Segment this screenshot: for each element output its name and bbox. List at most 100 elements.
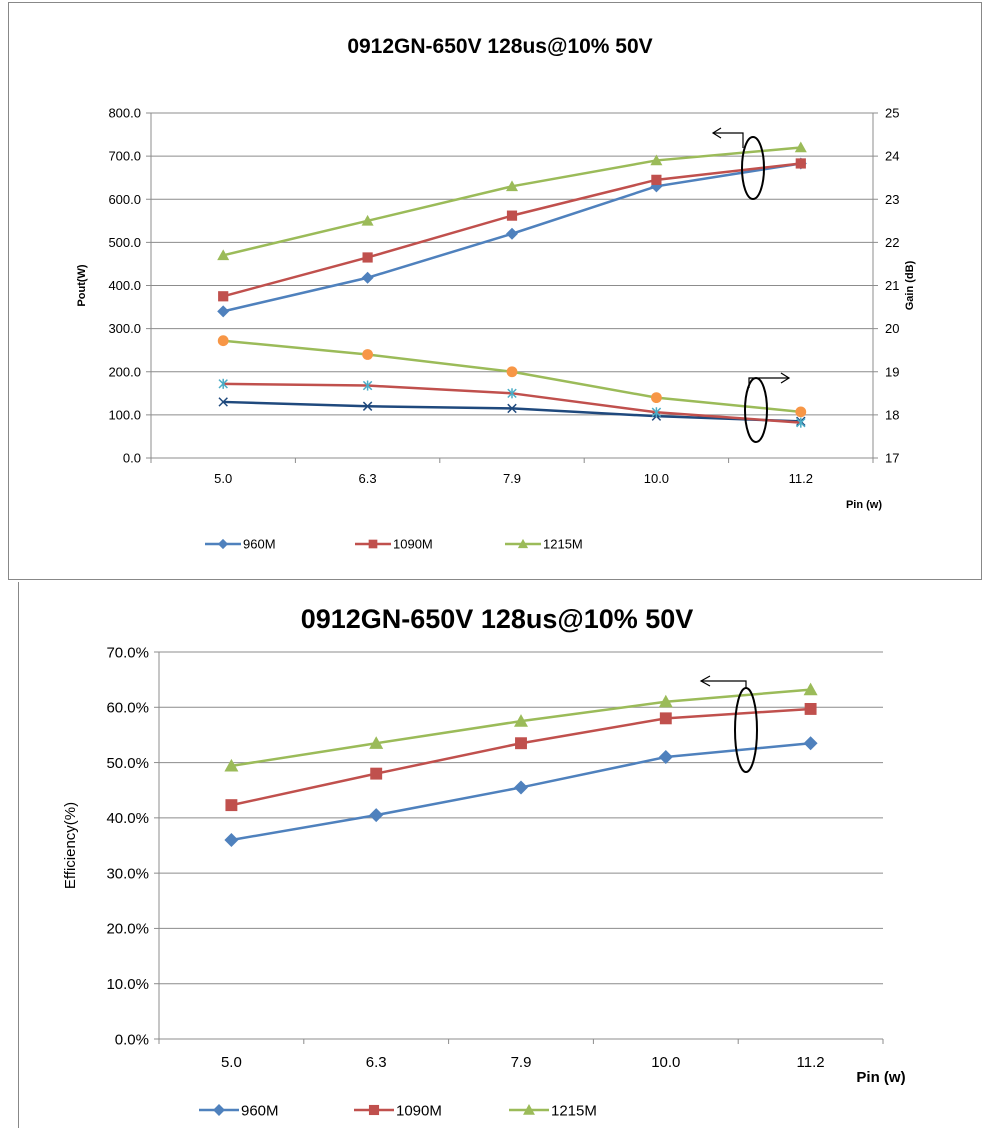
y-tick-label: 400.0 [108, 278, 141, 293]
data-point-1090M [506, 210, 518, 221]
data-point-1215M [658, 694, 673, 708]
y2-tick-label: 17 [885, 451, 899, 466]
y2-tick-label: 18 [885, 407, 899, 422]
legend-marker [213, 1104, 225, 1116]
y2-tick-label: 24 [885, 149, 899, 164]
data-point-gain-5 [362, 349, 373, 360]
x-tick-label: 5.0 [214, 471, 232, 486]
annotation-arrow [701, 680, 747, 689]
data-point-1215M [803, 682, 818, 696]
data-point-gain-5 [651, 392, 662, 404]
legend-marker [517, 538, 529, 549]
data-point-gain-4 [362, 380, 373, 391]
x-tick-label: 6.3 [359, 471, 377, 486]
y2-axis-title: Gain (dB) [904, 260, 916, 310]
annotation-ellipse [741, 136, 765, 200]
data-point-gain-3 [362, 401, 373, 411]
data-point-960M [506, 227, 518, 240]
y-tick-label: 70.0% [106, 644, 149, 661]
y-tick-label: 40.0% [106, 810, 149, 827]
data-point-gain-4 [218, 378, 228, 389]
y-tick-label: 800.0 [108, 106, 141, 121]
legend-label: 1090M [393, 537, 433, 552]
data-point-1090M [225, 799, 238, 812]
y-tick-label: 0.0% [115, 1031, 149, 1048]
y-tick-label: 500.0 [108, 235, 141, 250]
data-point-1215M [650, 154, 663, 166]
x-axis-title: Pin (w) [856, 1069, 905, 1086]
y2-tick-label: 23 [885, 192, 899, 207]
data-point-960M [803, 736, 818, 751]
x-tick-label: 10.0 [644, 471, 669, 486]
data-point-gain-5 [795, 406, 807, 418]
pout-gain-chart-panel: 0912GN-650V 128us@10% 50V 0.0 100.0 200.0 30… [8, 2, 982, 580]
x-tick-label: 11.2 [797, 1054, 825, 1071]
annotation-arrowhead [711, 127, 722, 139]
annotation-arrow [713, 132, 744, 148]
series-line-gain-3 [223, 400, 801, 423]
data-point-1215M [217, 249, 230, 261]
y-tick-label: 700.0 [108, 149, 141, 164]
efficiency-chart: 0912GN-650V 128us@10% 50V 0.0% 10.0% 20.0% 3… [62, 604, 906, 1119]
data-point-1090M [370, 767, 383, 780]
chart-title: 0912GN-650V 128us@10% 50V [347, 35, 652, 58]
data-point-gain-3 [218, 397, 228, 407]
data-point-gain-5 [506, 366, 518, 378]
legend-label: 1215M [543, 537, 583, 552]
data-point-1215M [794, 141, 807, 153]
series-line-1215M [231, 688, 811, 768]
x-axis-title: Pin (w) [846, 499, 882, 511]
data-point-1090M [218, 291, 229, 302]
y-tick-label: 60.0% [106, 700, 149, 717]
legend-label: 1215M [551, 1102, 597, 1119]
data-point-960M [224, 832, 239, 847]
y-tick-label: 100.0 [108, 407, 141, 422]
data-point-960M [514, 780, 528, 795]
annotation-arrowhead [699, 675, 711, 687]
data-point-1090M [651, 174, 662, 185]
data-point-gain-3 [507, 403, 517, 414]
data-point-1090M [659, 712, 672, 725]
y2-tick-label: 21 [885, 278, 899, 293]
annotation-arrowhead [780, 372, 791, 384]
y2-tick-label: 19 [885, 364, 899, 379]
legend-label: 960M [243, 537, 276, 552]
y-tick-label: 600.0 [108, 192, 141, 207]
y-tick-label: 10.0% [106, 976, 149, 993]
data-point-960M [369, 808, 384, 823]
efficiency-chart-panel: 0912GN-650V 128us@10% 50V 0.0% 10.0% 20.0% 3… [18, 582, 982, 1128]
y-axis-title: Pout(W) [76, 264, 88, 306]
x-tick-label: 11.2 [789, 471, 813, 486]
y2-tick-label: 25 [885, 106, 899, 121]
data-point-1215M [369, 736, 384, 749]
y-tick-label: 200.0 [108, 364, 141, 379]
pout-gain-chart: 0912GN-650V 128us@10% 50V 0.0 100.0 200.0 30… [76, 35, 916, 552]
data-point-1090M [515, 737, 527, 750]
data-point-gain-4 [507, 388, 517, 399]
data-point-960M [658, 750, 673, 765]
data-point-1215M [224, 758, 239, 772]
y-tick-label: 0.0 [123, 451, 141, 466]
y2-tick-label: 20 [885, 321, 899, 336]
x-tick-label: 7.9 [511, 1054, 532, 1071]
data-point-960M [217, 305, 230, 318]
legend-marker [217, 538, 229, 550]
annotation-ellipse [744, 377, 768, 443]
annotation-arrow [748, 377, 789, 388]
legend-marker [368, 1104, 380, 1116]
data-point-gain-5 [217, 335, 229, 347]
y-tick-label: 50.0% [106, 755, 149, 772]
data-point-1090M [362, 252, 373, 263]
data-point-1215M [506, 180, 518, 192]
y-axis-title: Efficiency(%) [62, 802, 79, 889]
legend-label: 1090M [396, 1102, 442, 1119]
data-point-gain-4 [651, 407, 662, 418]
data-point-960M [361, 271, 374, 284]
x-tick-label: 5.0 [221, 1054, 242, 1071]
y-tick-label: 300.0 [108, 321, 141, 336]
data-point-gain-4 [796, 417, 806, 428]
data-point-1215M [514, 714, 528, 727]
data-point-1215M [361, 214, 374, 226]
y2-tick-label: 22 [885, 235, 899, 250]
chart-title: 0912GN-650V 128us@10% 50V [301, 604, 694, 634]
